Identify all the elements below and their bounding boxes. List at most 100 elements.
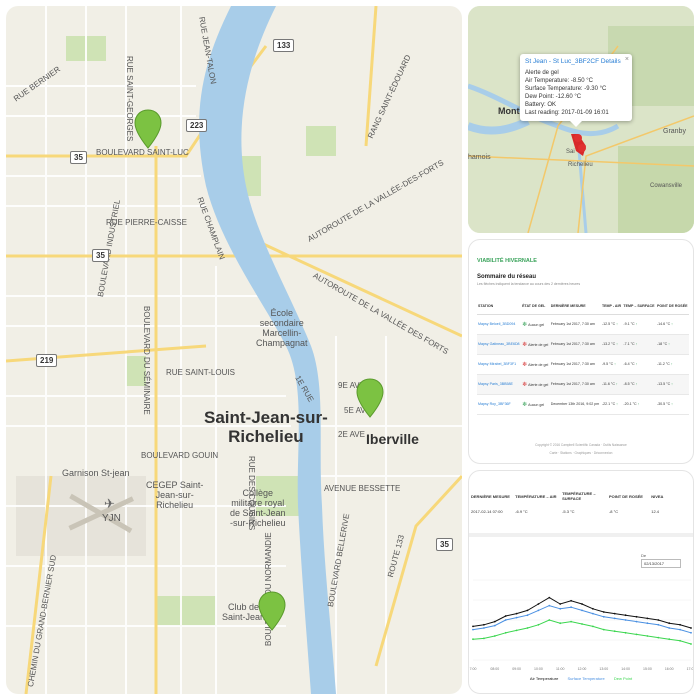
cell-station-text: Mapsy Gatineau_3BE6D8 [478,342,520,346]
dashboard-footer-links[interactable]: Carte · Stations · Graphiques · Déconnex… [549,451,613,455]
poi-line: Richelieu [156,500,194,510]
cell-station[interactable]: Mapsy Gatineau_3BE6D8 [477,334,522,355]
series-point[interactable] [690,627,692,629]
series-point[interactable] [537,603,540,605]
series-point[interactable] [472,638,474,641]
series-point[interactable] [624,631,627,634]
table-row[interactable]: Mapsy Roy_3BF36F ❄Aucun gel December 13th … [477,394,689,415]
series-point[interactable] [646,617,649,620]
series-point[interactable] [602,615,605,618]
series-point[interactable] [493,624,496,627]
table-row[interactable]: Mapsy Mirabel_3BF3F1 ❄Alerte de gel Februa… [477,354,689,375]
series-point[interactable] [592,607,594,610]
series-point[interactable] [493,635,496,637]
series-point[interactable] [635,633,638,636]
series-point[interactable] [483,623,485,626]
cell-surface: -6.4 °C ↑ [622,354,656,375]
table-row[interactable]: Mapsy Beloeil_3BD094 ❄Aucun gel February 1… [477,314,689,335]
map-marker-icon[interactable] [356,378,384,418]
series-point[interactable] [592,625,594,628]
series-point[interactable] [613,630,616,633]
series-point[interactable] [483,637,485,640]
map-marker-icon[interactable] [134,109,162,149]
series-point[interactable] [483,627,485,629]
series-point[interactable] [646,622,649,625]
series-point[interactable] [515,612,518,615]
table-row: 2017-02-14 07:00 -6.9 °C -5.3 °C -8 °C 1… [471,505,693,514]
series-point[interactable] [668,622,671,625]
series-point[interactable] [668,627,671,629]
series-point[interactable] [537,609,540,612]
series-point[interactable] [515,629,518,632]
small-map[interactable]: Mont Granby hamois Sai Richelieu Cowansv… [468,6,694,233]
series-point[interactable] [515,616,518,619]
series-point[interactable] [472,625,474,628]
poi-line: Saint-Jean [222,612,266,622]
series-point[interactable] [526,627,529,629]
series-point[interactable] [548,604,551,607]
column-header: POINT DE ROSÉE [608,493,643,499]
series-point[interactable] [493,620,496,623]
cell-station[interactable]: Mapsy Mirabel_3BF3F1 [477,354,522,375]
series-point[interactable] [548,619,551,621]
series-point[interactable] [570,620,572,623]
series-point[interactable] [526,614,529,617]
series-point[interactable] [624,614,627,617]
large-map[interactable]: RUE SAINT-GEORGES RUE JEAN-TALON RUE BER… [6,6,462,694]
series-point[interactable] [646,635,649,637]
trend-arrow-icon: ↑ [667,342,670,346]
series-point[interactable] [581,603,583,605]
series-point[interactable] [613,612,616,615]
series-point[interactable] [679,623,681,626]
series-point[interactable] [504,619,507,621]
series-point[interactable] [657,623,660,626]
series-point[interactable] [690,631,692,634]
series-point[interactable] [526,609,529,612]
series-point[interactable] [657,636,660,639]
series-point[interactable] [504,631,507,634]
series-point[interactable] [613,617,616,620]
table-row[interactable]: Mapsy Paris_3BB58E ❄Alerte de gel February… [477,374,689,395]
legend-surface-temperature[interactable]: Surface Temperature [567,676,605,681]
series-point[interactable] [472,628,474,631]
series-point[interactable] [559,603,562,605]
legend-dew-point[interactable]: Dew Point [613,676,633,681]
poi-garnison: Garnison St-jean [62,468,130,478]
series-point[interactable] [679,639,681,642]
cell-station[interactable]: Mapsy Paris_3BB58E [477,374,522,395]
cell-surface-text: -6.4 °C [623,362,635,366]
poi-line: Marcellin- [262,328,302,338]
popup-line: Alerte de gel [525,70,559,76]
series-point[interactable] [668,638,671,641]
series-point[interactable] [635,615,638,618]
map-marker-icon[interactable] [258,591,286,631]
series-point[interactable] [581,623,583,625]
small-map-label-saint-jean: Sai [566,149,575,155]
series-point[interactable] [679,628,681,631]
series-point[interactable] [559,622,562,625]
series-point[interactable] [504,615,507,617]
series-point[interactable] [657,619,660,621]
series-point[interactable] [537,623,540,626]
close-icon[interactable]: × [624,56,629,63]
cell-station[interactable]: Mapsy Roy_3BF36F [477,394,522,415]
series-point[interactable] [570,606,572,609]
series-point[interactable] [602,611,605,613]
popup-line: Surface Temperature: -9.30 °C [525,86,607,92]
series-point[interactable] [570,599,572,602]
series-point[interactable] [559,607,562,610]
trend-arrow-icon: ↑ [670,322,673,326]
series-point[interactable] [624,619,627,621]
series-point[interactable] [602,628,605,631]
series-point[interactable] [592,612,594,615]
cell-station[interactable]: Mapsy Beloeil_3BD094 [477,314,522,335]
table-row[interactable]: Mapsy Gatineau_3BE6D8 ❄Alerte de gel Febru… [477,334,689,355]
legend-air-temperature[interactable]: Air Temperature [529,676,559,681]
series-point[interactable] [548,596,551,599]
poi-line: -sur-Richelieu [230,518,286,528]
series-point[interactable] [635,620,638,623]
series-point[interactable] [581,609,583,612]
series-point[interactable] [690,643,692,645]
popup-title[interactable]: St Jean - St Luc_3BF2CF Details [525,58,621,65]
date-from-input[interactable]: 02/13/2017 [641,559,681,568]
